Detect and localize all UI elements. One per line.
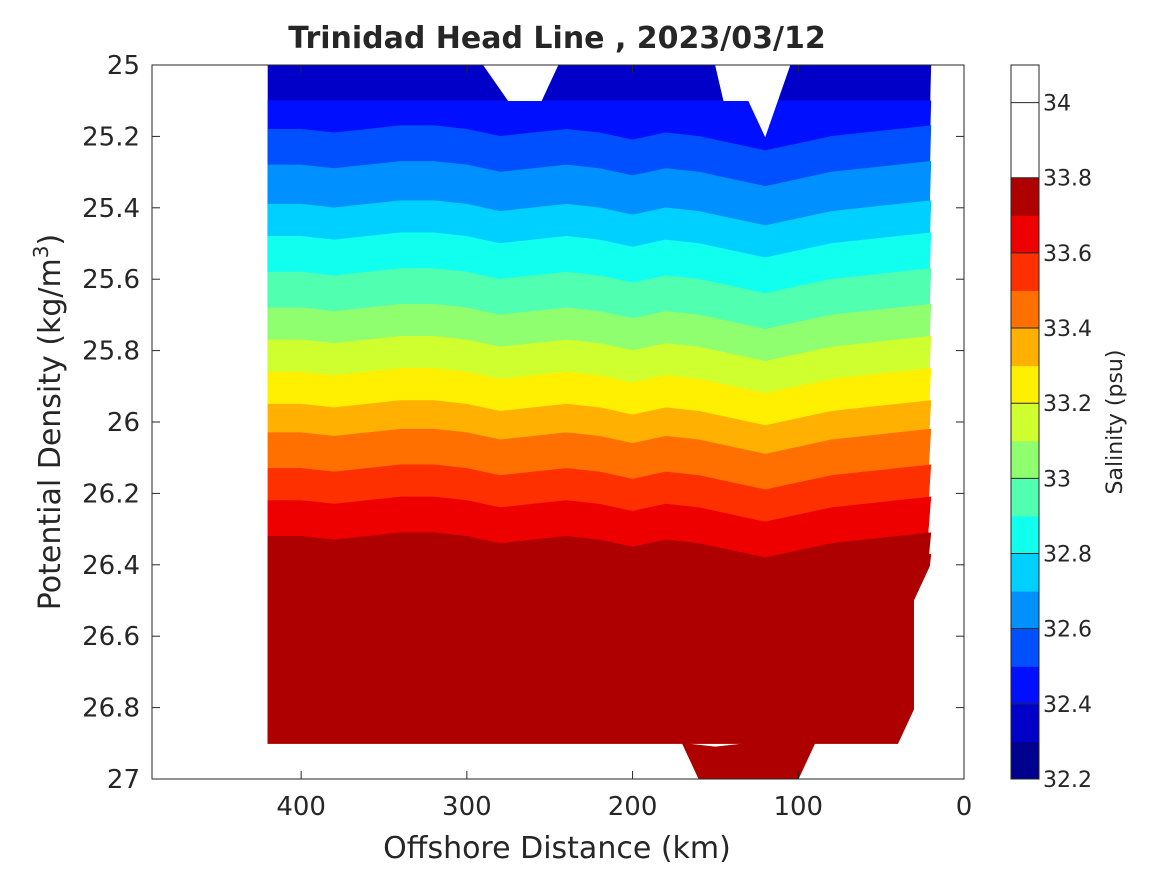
x-tick-label: 400: [276, 792, 326, 822]
colorbar-block: [1011, 290, 1039, 329]
colorbar-tick-label: 33.4: [1043, 317, 1092, 342]
colorbar-label: Salinity (psu): [1103, 350, 1128, 495]
colorbar-block: [1011, 177, 1039, 216]
y-axis-label: Potential Density (kg/m3): [29, 234, 68, 610]
colorbar-block: [1011, 553, 1039, 592]
colorbar-block: [1011, 741, 1039, 780]
x-tick-label: 300: [442, 792, 492, 822]
y-tick-label: 26.6: [82, 622, 140, 652]
y-tick-label: 26.2: [82, 479, 140, 509]
colorbar-block: [1011, 440, 1039, 479]
y-tick-label: 27: [107, 765, 140, 795]
colorbar-block: [1011, 515, 1039, 555]
colorbar-block: [1011, 215, 1039, 254]
y-tick-label: 26.8: [82, 694, 140, 724]
x-tick-label: 100: [773, 792, 823, 822]
colorbar-tick-label: 33.6: [1043, 242, 1092, 267]
colorbar-block: [1011, 365, 1039, 404]
colorbar-block: [1011, 478, 1039, 517]
chart-title: Trinidad Head Line , 2023/03/12: [288, 21, 825, 56]
colorbar-tick-label: 33.2: [1043, 392, 1092, 417]
colorbar-block: [1011, 666, 1039, 705]
colorbar-tick-label: 32.4: [1043, 693, 1092, 718]
colorbar-color-blocks: [1011, 177, 1039, 780]
colorbar-block: [1011, 403, 1039, 442]
y-tick-label: 26: [107, 408, 140, 438]
x-axis-label: Offshore Distance (km): [383, 831, 731, 866]
y-tick-label: 26.4: [82, 551, 140, 581]
colorbar-tick-label: 34: [1043, 92, 1071, 117]
colorbar-tick-label: 33.8: [1043, 167, 1092, 192]
contour-band-34.1: [681, 742, 816, 780]
colorbar-ticks: 32.2 32.4 32.6 32.8 33 33.2 33.4 33.6 33.8 34: [1011, 92, 1092, 793]
y-tick-label: 25: [107, 51, 140, 81]
y-tick-label: 25.4: [82, 194, 140, 224]
colorbar-block: [1011, 703, 1039, 742]
colorbar-tick-label: 32.6: [1043, 618, 1092, 643]
y-tick-label: 25.8: [82, 337, 140, 367]
plot-area: 400 300 200 100 0 25 25.2 25.4 25.6 25.8 26 26.2 26…: [82, 51, 972, 822]
x-axis-ticks: 400 300 200 100 0: [276, 65, 972, 822]
x-tick-label: 0: [956, 792, 973, 822]
colorbar-tick-label: 32.2: [1043, 768, 1092, 793]
no-data-gap-2: [715, 64, 791, 138]
salinity-contour-fills: [267, 64, 935, 780]
no-data-gap-right: [913, 564, 935, 780]
y-tick-label: 25.2: [82, 122, 140, 152]
colorbar-tick-label: 32.8: [1043, 543, 1092, 568]
colorbar-block: [1011, 252, 1039, 291]
y-tick-label: 25.6: [82, 265, 140, 295]
x-tick-label: 200: [608, 792, 658, 822]
colorbar-tick-label: 33: [1043, 467, 1071, 492]
colorbar: 32.2 32.4 32.6 32.8 33 33.2 33.4 33.6 33.8 34 Sal…: [1010, 64, 1128, 793]
y-axis-ticks: 25 25.2 25.4 25.6 25.8 26 26.2 26.4 26.6 26.8 27: [82, 51, 964, 795]
colorbar-block: [1011, 628, 1039, 667]
colorbar-block: [1011, 328, 1039, 367]
colorbar-block: [1011, 591, 1039, 630]
